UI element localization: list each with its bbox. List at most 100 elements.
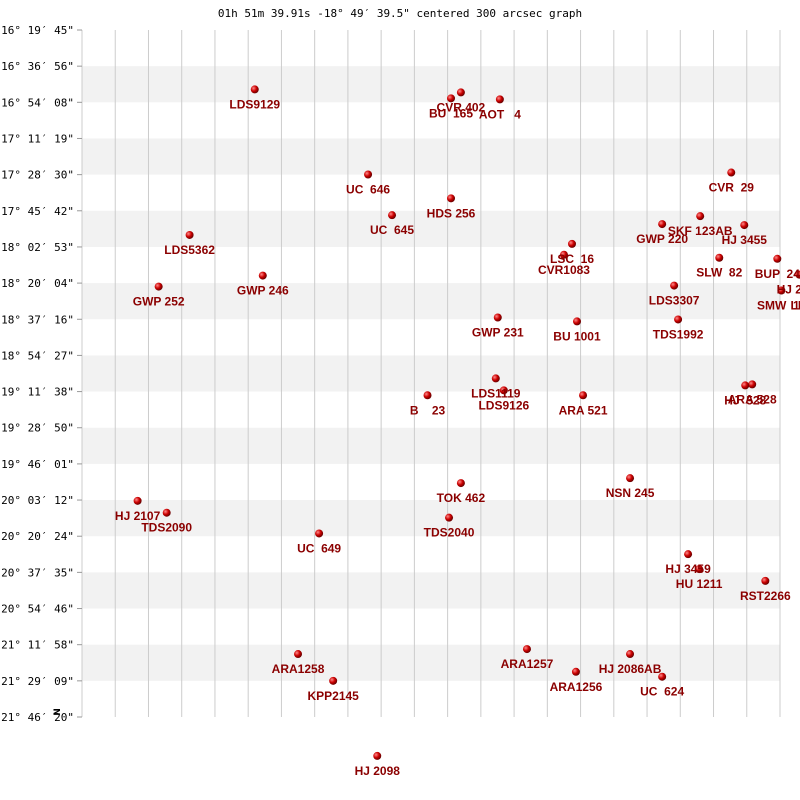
background-bands (82, 66, 780, 681)
star-label: ARA1257 (501, 657, 554, 671)
star-point (696, 212, 705, 221)
star-label: UC 646 (346, 182, 390, 196)
star-label: HJ 2086AB (599, 662, 662, 676)
star-point (447, 194, 456, 203)
star-point (658, 220, 667, 229)
star-label: LDS5362 (164, 243, 215, 257)
star-label: AOT 4 (479, 107, 521, 121)
star-point (795, 270, 800, 279)
star-label: TOK 462 (437, 491, 486, 505)
star-point (456, 88, 465, 97)
star-label: UC 645 (370, 223, 414, 237)
star-point (250, 85, 259, 94)
star-label: HDS 256 (427, 206, 476, 220)
star-label: ARA 528 (728, 392, 777, 406)
star-point (740, 221, 749, 230)
background-band (82, 210, 780, 247)
star-point (133, 496, 142, 505)
star-point (154, 282, 163, 291)
star-label: B 23 (410, 403, 446, 417)
y-tick-label: -16° 19′ 45" (0, 24, 74, 37)
star-label: RST2266 (740, 589, 791, 603)
star-label: LDS1119 (471, 386, 521, 400)
star-point (727, 168, 736, 177)
vertical-gridlines (81, 30, 781, 717)
star-point (185, 230, 194, 239)
star-point (423, 391, 432, 400)
star-point (315, 529, 324, 538)
background-band (82, 572, 780, 609)
star-point (571, 667, 580, 676)
star-label: KPP2145 (307, 689, 359, 703)
star-point (258, 271, 267, 280)
star-point (456, 479, 465, 488)
star-point (364, 170, 373, 179)
star-label: HJ 2107 (115, 509, 161, 523)
star-point (572, 317, 581, 326)
star-point (684, 550, 693, 559)
y-axis-ticks: -16° 19′ 45" -16° 36′ 56" -16° 54′ 08" -17°… (0, 24, 82, 724)
star-point (658, 672, 667, 681)
star-label: CVR1083 (538, 263, 590, 277)
star-point (559, 250, 568, 259)
y-tick-label: -17° 45′ 42" (0, 205, 74, 218)
star-label: ARA 521 (559, 403, 608, 417)
star-label: HJ 2098 (355, 764, 401, 778)
star-point (294, 650, 303, 659)
star-label: TDS2040 (424, 526, 475, 540)
y-tick-label: -17° 11′ 19" (0, 132, 74, 145)
star-point (626, 474, 635, 483)
star-label: LDS3307 (649, 294, 700, 308)
background-band (82, 283, 780, 320)
star-label: GWP 246 (237, 284, 289, 298)
y-tick-label: -18° 37′ 16" (0, 313, 74, 326)
star-label: GWP 231 (472, 326, 524, 340)
star-point (670, 281, 679, 290)
star-label: SLW 82 (696, 266, 742, 280)
star-label: TDS1992 (653, 327, 704, 341)
star-point (445, 513, 454, 522)
star-label: SMW 11 (757, 298, 800, 312)
star-points (133, 85, 800, 760)
y-tick-label: -20° 37′ 35" (0, 566, 74, 579)
star-label: BUP 24 (755, 267, 800, 281)
star-point (579, 391, 588, 400)
star-point (499, 386, 508, 395)
y-tick-label: -20° 03′ 12" (0, 494, 74, 507)
star-label: ARA1258 (272, 662, 325, 676)
background-band (82, 138, 780, 175)
star-label: CVR 402 (437, 100, 486, 114)
y-tick-label: -20° 54′ 46" (0, 603, 74, 616)
background-band (82, 644, 780, 681)
star-label: HJ 3459 (665, 562, 711, 576)
chart-title: 01h 51m 39.91s -18° 49′ 39.5" centered 3… (218, 7, 582, 20)
star-point (329, 676, 338, 685)
star-point (777, 286, 786, 295)
star-label: UC 624 (640, 685, 684, 699)
star-label: LSC 16 (550, 252, 594, 266)
star-label: LDS9126 (478, 398, 529, 412)
star-point (522, 645, 531, 654)
y-tick-label: -19° 11′ 38" (0, 386, 74, 399)
star-label: BU 165 (429, 106, 473, 120)
star-label: HJ 528 (724, 393, 766, 407)
star-point (162, 508, 171, 517)
y-tick-label: -21° 29′ 09" (0, 675, 74, 688)
star-point (761, 576, 770, 585)
star-point (373, 751, 382, 760)
star-point (748, 380, 757, 389)
north-marker: N (53, 708, 63, 716)
star-label: LDS1112 (791, 298, 800, 312)
y-tick-label: -17° 28′ 30" (0, 169, 74, 182)
y-tick-label: -19° 46′ 01" (0, 458, 74, 471)
star-point (491, 374, 500, 383)
star-point (773, 254, 782, 263)
star-label: GWP 220 (636, 232, 688, 246)
star-point (715, 253, 724, 262)
y-tick-label: -16° 36′ 56" (0, 60, 74, 73)
star-point (695, 565, 704, 574)
star-label: TDS2090 (141, 521, 192, 535)
star-label: NSN 245 (606, 486, 655, 500)
